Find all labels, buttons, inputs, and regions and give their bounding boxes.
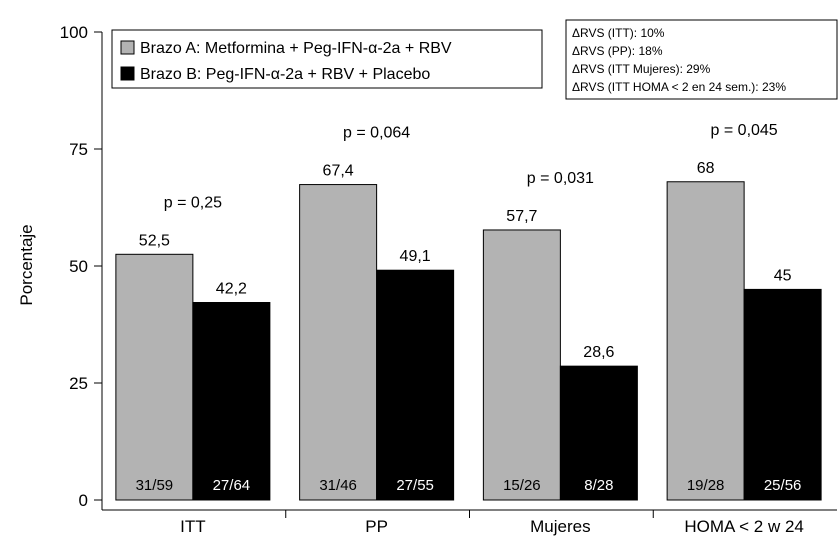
data-label: 67,4 bbox=[323, 163, 354, 180]
data-label: 52,5 bbox=[139, 232, 170, 249]
y-tick-label: 100 bbox=[60, 23, 88, 42]
p-value-label: p = 0,045 bbox=[711, 122, 778, 139]
count-label: 25/56 bbox=[764, 477, 802, 494]
annotation-line: ΔRVS (ITT HOMA < 2 en 24 sem.): 23% bbox=[572, 80, 786, 94]
annotation-line: ΔRVS (ITT Mujeres): 29% bbox=[572, 62, 711, 76]
bar bbox=[376, 269, 455, 501]
x-tick-label: HOMA < 2 w 24 bbox=[684, 517, 804, 536]
count-label: 27/64 bbox=[213, 477, 251, 494]
x-tick-label: PP bbox=[365, 517, 388, 536]
data-label: 28,6 bbox=[583, 344, 614, 361]
bar bbox=[482, 229, 561, 501]
count-label: 19/28 bbox=[687, 477, 725, 494]
data-label: 45 bbox=[774, 267, 792, 284]
y-tick-label: 50 bbox=[69, 257, 88, 276]
count-label: 27/55 bbox=[396, 477, 434, 494]
count-label: 31/46 bbox=[319, 477, 357, 494]
bar bbox=[743, 288, 822, 501]
bar bbox=[192, 302, 271, 501]
bars bbox=[115, 181, 822, 501]
annotation-box: ΔRVS (ITT): 10% ΔRVS (PP): 18% ΔRVS (ITT… bbox=[565, 19, 838, 100]
y-tick-label: 0 bbox=[79, 491, 88, 510]
legend-box bbox=[111, 29, 543, 89]
y-axis-label: Porcentaje bbox=[17, 224, 36, 305]
y-tick-label: 25 bbox=[69, 374, 88, 393]
bar bbox=[115, 253, 194, 501]
annotation-line: ΔRVS (PP): 18% bbox=[572, 44, 663, 58]
y-tick-label: 75 bbox=[69, 140, 88, 159]
axes: 0 25 50 75 100 ITT PP Mujeres HOMA < 2 w 24 bbox=[60, 23, 837, 536]
annotation-frame bbox=[565, 19, 838, 100]
p-value-label: p = 0,031 bbox=[527, 170, 594, 187]
data-label: 42,2 bbox=[216, 281, 247, 298]
p-value-label: p = 0,25 bbox=[164, 194, 222, 211]
bar bbox=[559, 365, 638, 501]
count-label: 15/26 bbox=[503, 477, 541, 494]
bar bbox=[299, 184, 378, 501]
legend-swatch-a bbox=[120, 40, 135, 55]
data-labels: 52,5 31/59 42,2 27/64 p = 0,25 67,4 31/46 49,1 2… bbox=[136, 122, 802, 494]
legend-swatch-b bbox=[120, 66, 135, 81]
legend-label-b: Brazo B: Peg-IFN-α-2a + RBV + Placebo bbox=[140, 66, 430, 83]
x-tick-label: Mujeres bbox=[530, 517, 590, 536]
p-value-label: p = 0,064 bbox=[343, 125, 410, 142]
data-label: 49,1 bbox=[400, 248, 431, 265]
data-label: 68 bbox=[697, 160, 715, 177]
annotation-line: ΔRVS (ITT): 10% bbox=[572, 26, 665, 40]
legend: Brazo A: Metformina + Peg-IFN-α-2a + RBV… bbox=[111, 29, 543, 89]
count-label: 31/59 bbox=[136, 477, 174, 494]
count-label: 8/28 bbox=[584, 477, 613, 494]
legend-label-a: Brazo A: Metformina + Peg-IFN-α-2a + RBV bbox=[140, 40, 452, 57]
data-label: 57,7 bbox=[506, 208, 537, 225]
bar bbox=[666, 181, 745, 501]
x-tick-label: ITT bbox=[180, 517, 206, 536]
